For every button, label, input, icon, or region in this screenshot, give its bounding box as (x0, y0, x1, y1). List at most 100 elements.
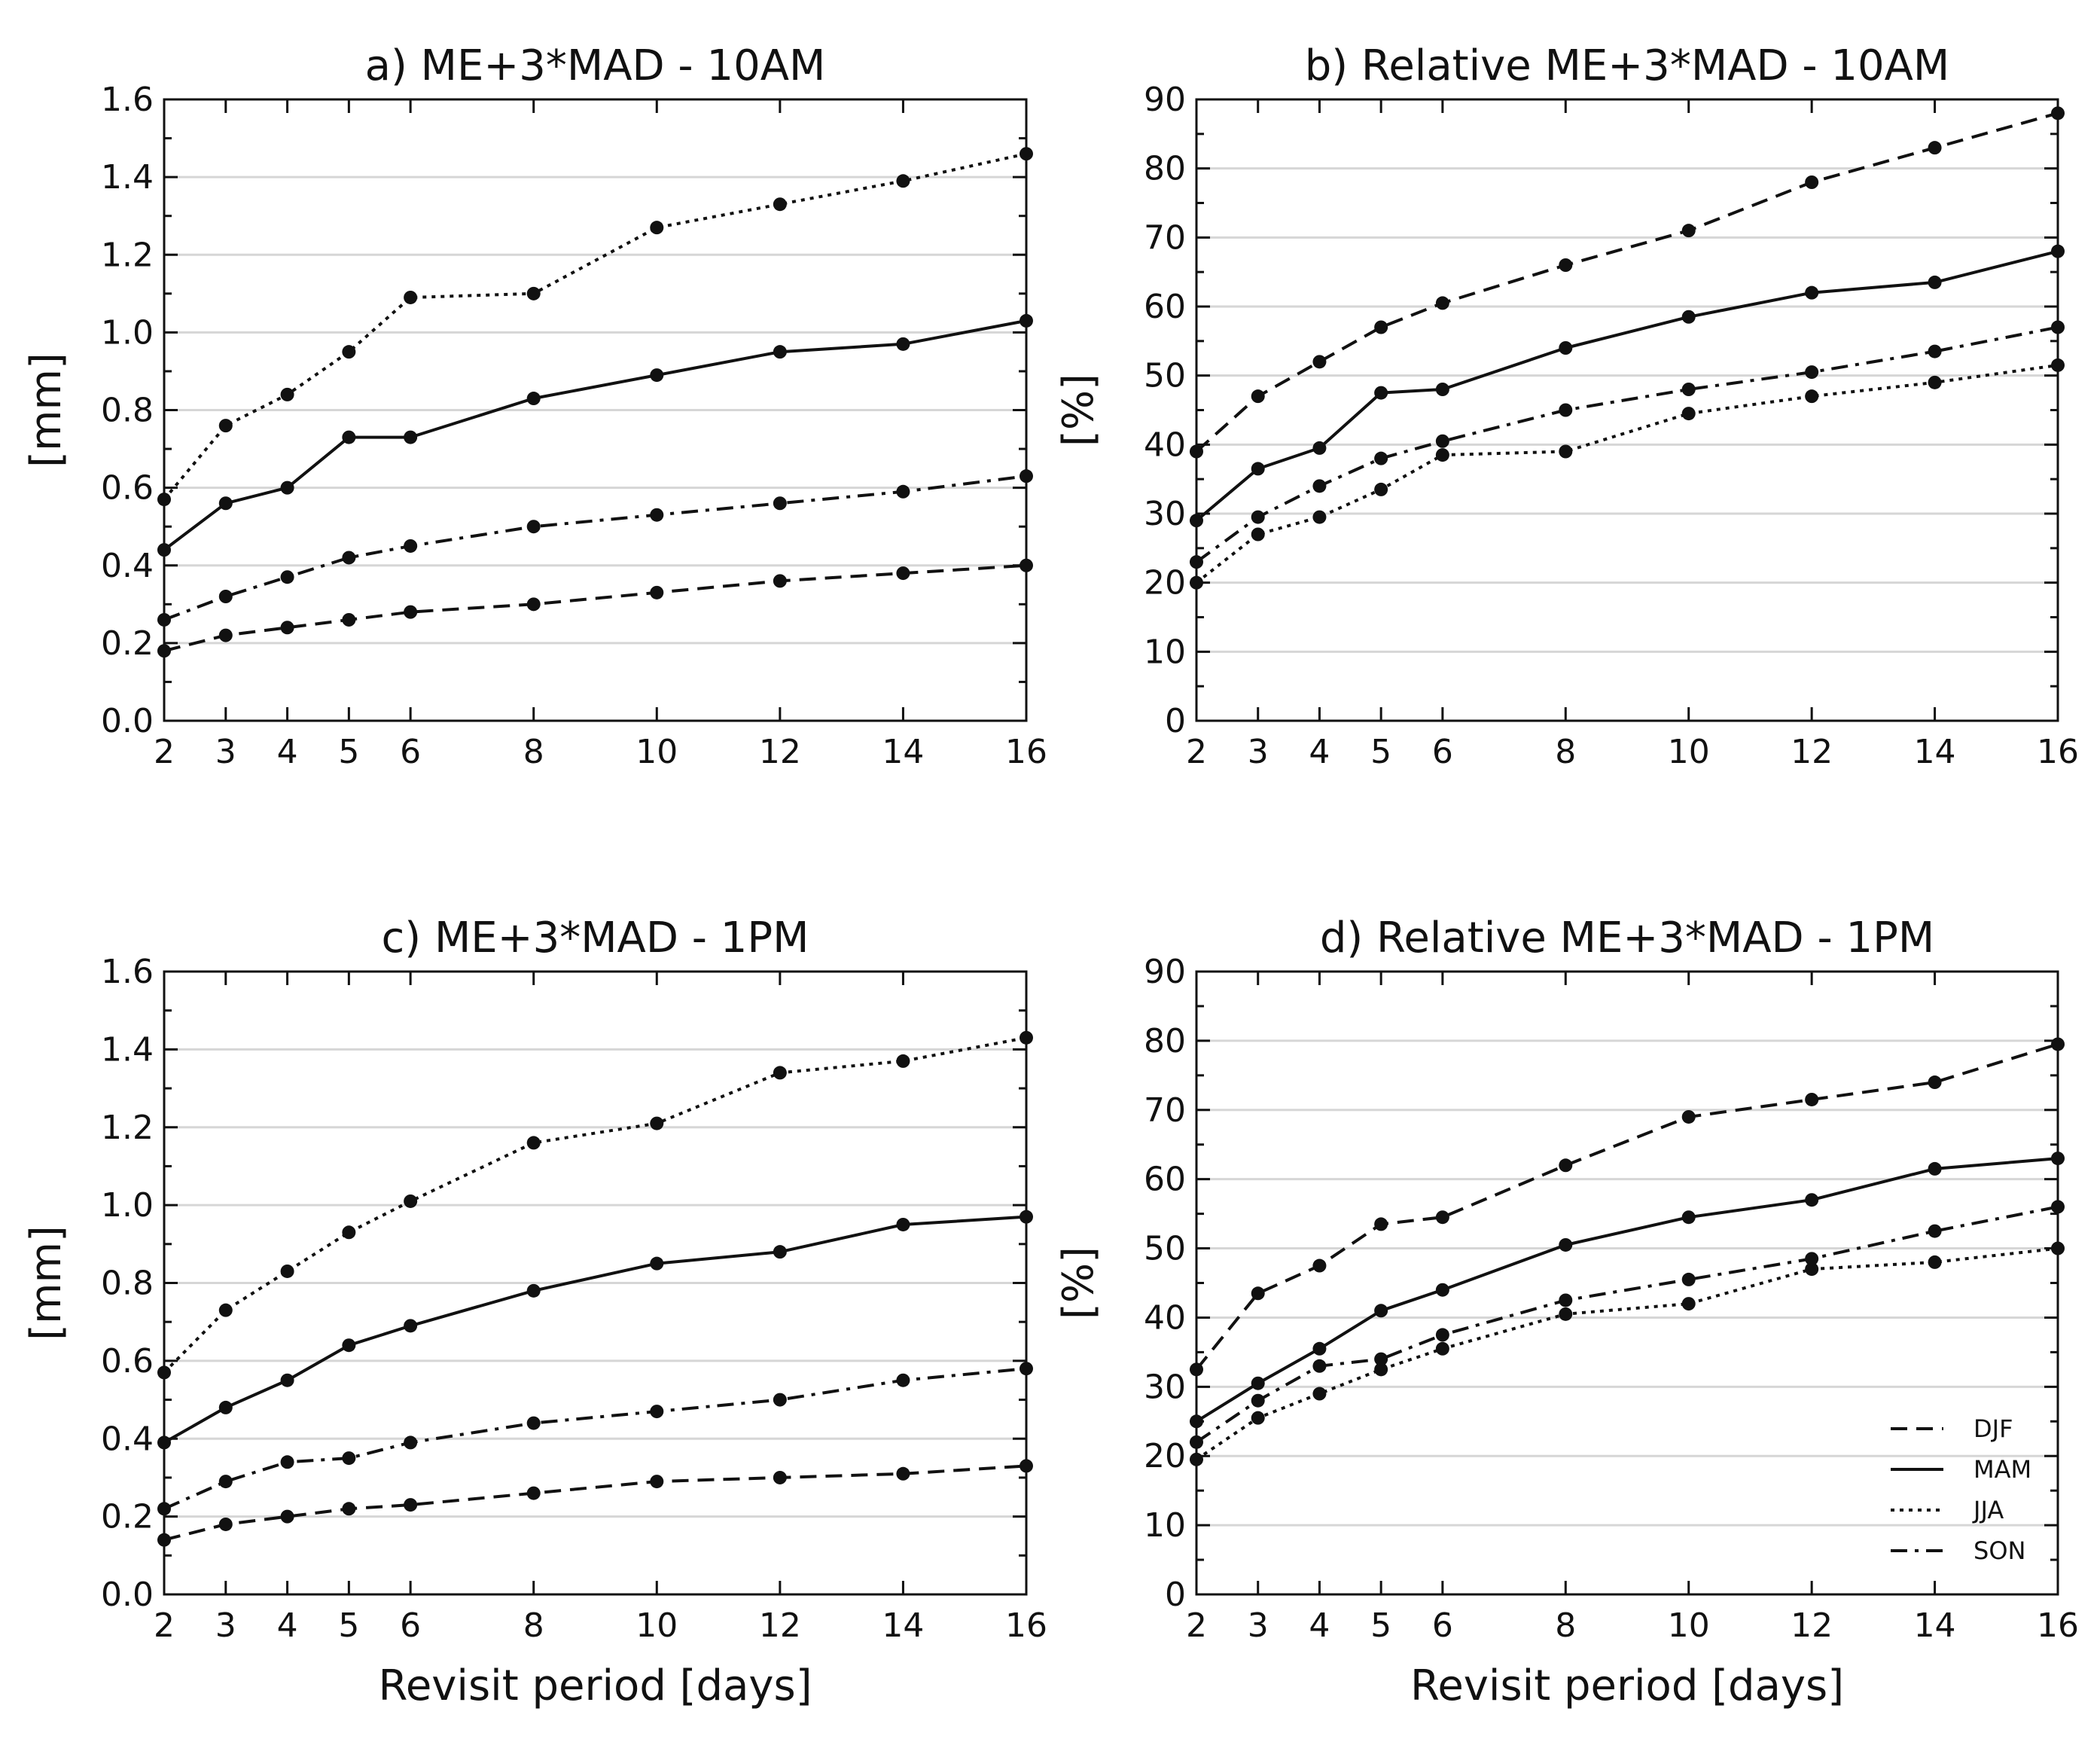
x-tick-label: 8 (1555, 733, 1576, 771)
data-point-djf (1312, 1258, 1327, 1273)
data-point-mam (342, 1338, 356, 1353)
x-tick-label: 14 (1914, 733, 1956, 771)
data-point-jja (896, 174, 910, 188)
y-axis-label: [mm] (22, 352, 71, 468)
x-tick-label: 2 (1186, 733, 1207, 771)
data-point-jja (218, 419, 233, 433)
data-point-son (280, 1455, 294, 1469)
legend-label-djf: DJF (1974, 1414, 2013, 1443)
data-point-jja (404, 290, 418, 304)
data-point-jja (1251, 1411, 1265, 1425)
data-point-mam (1435, 383, 1449, 396)
x-tick-label: 2 (154, 1606, 175, 1645)
y-tick-label: 0.8 (101, 1265, 154, 1303)
data-point-jja (1435, 448, 1449, 462)
data-point-son (1435, 1328, 1449, 1342)
data-point-son (1559, 403, 1573, 417)
chart-panel-2: 0 10 20 30 40 50 60 70 80 90 2 3 4 5 6 8 10 12 14 16 b) Rela… (1054, 41, 2079, 771)
data-point-djf (1435, 1210, 1449, 1225)
data-point-jja (650, 1116, 664, 1130)
series-line-djf (163, 563, 1027, 653)
y-tick-label: 60 (1144, 288, 1186, 326)
data-point-son (896, 484, 910, 499)
data-point-mam (896, 337, 910, 351)
data-point-jja (773, 1066, 787, 1080)
data-point-mam (218, 1400, 233, 1414)
x-tick-label: 2 (1186, 1606, 1207, 1645)
data-point-jja (280, 1264, 294, 1278)
series-line-mam (163, 319, 1027, 551)
data-point-son (896, 1373, 910, 1387)
series-line-son (163, 1367, 1027, 1511)
data-point-djf (1559, 1158, 1573, 1173)
data-point-son (1559, 1293, 1573, 1307)
x-tick-label: 5 (338, 1606, 359, 1645)
y-tick-label: 0.2 (101, 1498, 154, 1536)
data-point-jja (1374, 1362, 1388, 1377)
data-point-mam (404, 1319, 418, 1333)
y-tick-label: 0 (1165, 702, 1186, 740)
x-tick-label: 6 (1432, 1606, 1453, 1645)
data-point-mam (650, 368, 664, 383)
y-tick-label: 50 (1144, 1230, 1186, 1268)
y-tick-label: 0.4 (101, 547, 154, 585)
chart-title: d) Relative ME+3*MAD - 1PM (1320, 914, 1934, 963)
data-point-mam (773, 345, 787, 359)
y-axis-label: [%] (1054, 1246, 1103, 1320)
data-point-jja (1559, 444, 1573, 459)
data-point-son (526, 520, 541, 534)
data-point-jja (342, 345, 356, 359)
y-tick-label: 1.4 (101, 158, 154, 197)
x-tick-label: 6 (400, 733, 421, 771)
x-tick-label: 4 (277, 733, 298, 771)
y-tick-label: 1.6 (101, 81, 154, 119)
data-point-djf (1251, 389, 1265, 404)
data-point-djf (342, 612, 356, 627)
x-tick-label: 16 (1005, 733, 1047, 771)
data-point-son (1251, 510, 1265, 524)
y-tick-label: 30 (1144, 495, 1186, 533)
data-point-son (404, 1435, 418, 1450)
data-point-mam (1559, 341, 1573, 355)
data-point-son (1928, 1224, 1942, 1238)
x-tick-label: 3 (215, 733, 236, 771)
series-line-jja (1195, 363, 2059, 584)
data-point-son (773, 1393, 787, 1407)
data-point-djf (773, 574, 787, 588)
data-point-mam (1928, 1161, 1942, 1176)
data-point-jja (404, 1194, 418, 1208)
legend-label-mam: MAM (1974, 1455, 2031, 1484)
y-tick-label: 0.2 (101, 624, 154, 663)
y-axis-label: [%] (1054, 374, 1103, 447)
data-point-son (1435, 434, 1449, 448)
y-tick-label: 1.0 (101, 313, 154, 352)
y-tick-label: 1.2 (101, 236, 154, 274)
series-line-jja (163, 152, 1027, 501)
data-point-son (218, 1475, 233, 1489)
data-point-djf (404, 1498, 418, 1512)
y-tick-label: 90 (1144, 81, 1186, 119)
y-tick-label: 40 (1144, 426, 1186, 464)
x-tick-label: 10 (635, 1606, 678, 1645)
data-point-mam (1805, 1193, 1819, 1207)
data-point-jja (1374, 482, 1388, 496)
data-point-djf (896, 1466, 910, 1481)
data-point-djf (404, 605, 418, 619)
y-tick-label: 20 (1144, 1437, 1186, 1475)
data-point-mam (896, 1217, 910, 1231)
x-tick-label: 14 (882, 733, 924, 771)
data-point-djf (1374, 320, 1388, 334)
x-axis-label: Revisit period [days] (378, 1661, 812, 1710)
data-point-son (773, 496, 787, 511)
y-tick-label: 0.8 (101, 392, 154, 430)
x-tick-label: 5 (1370, 733, 1391, 771)
chart-panel-1: 0.0 0.2 0.4 0.6 0.8 1.0 1.2 1.4 1.6 2 3 4 5 6 8 10 12 14 1… (22, 41, 1047, 771)
legend-label-son: SON (1974, 1536, 2025, 1565)
data-point-son (342, 551, 356, 565)
data-point-djf (650, 585, 664, 599)
data-point-djf (280, 1509, 294, 1524)
data-point-djf (1681, 1109, 1696, 1124)
x-tick-label: 14 (1914, 1606, 1956, 1645)
series-line-jja (1195, 1246, 2059, 1461)
data-point-mam (1374, 386, 1388, 400)
